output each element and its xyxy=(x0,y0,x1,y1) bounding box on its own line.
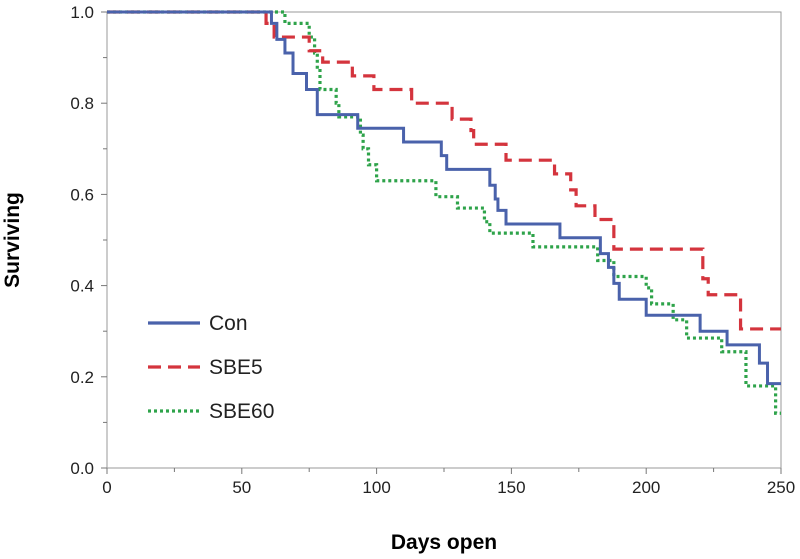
x-tick-label: 200 xyxy=(632,478,660,497)
y-tick-label: 0.0 xyxy=(70,459,94,478)
legend-label-sbe5: SBE5 xyxy=(209,356,263,379)
legend-label-con: Con xyxy=(209,312,248,335)
y-tick-label: 0.6 xyxy=(70,185,94,204)
series-lines xyxy=(107,10,781,415)
y-tick-label: 0.8 xyxy=(70,94,94,113)
y-tick-label: 0.2 xyxy=(70,368,94,387)
x-axis-title: Days open xyxy=(391,531,497,554)
series-line-con xyxy=(107,10,781,386)
x-tick-label: 250 xyxy=(767,478,795,497)
x-tick-label: 150 xyxy=(497,478,525,497)
legend-label-sbe60: SBE60 xyxy=(209,400,274,423)
legend: Con SBE5 SBE60 xyxy=(148,312,274,423)
x-tick-label: 0 xyxy=(102,478,111,497)
x-tick-label: 50 xyxy=(232,478,251,497)
series-line-sbe60 xyxy=(107,10,781,415)
series-line-sbe5 xyxy=(107,10,781,331)
y-tick-label: 0.4 xyxy=(70,277,94,296)
x-tick-label: 100 xyxy=(362,478,390,497)
y-axis-title: Surviving xyxy=(1,192,24,288)
y-tick-label: 1.0 xyxy=(70,3,94,22)
ticks: 0 50 100 150 200 250 0.0 0.2 0.4 0.6 0.8 1.0 xyxy=(70,3,795,497)
